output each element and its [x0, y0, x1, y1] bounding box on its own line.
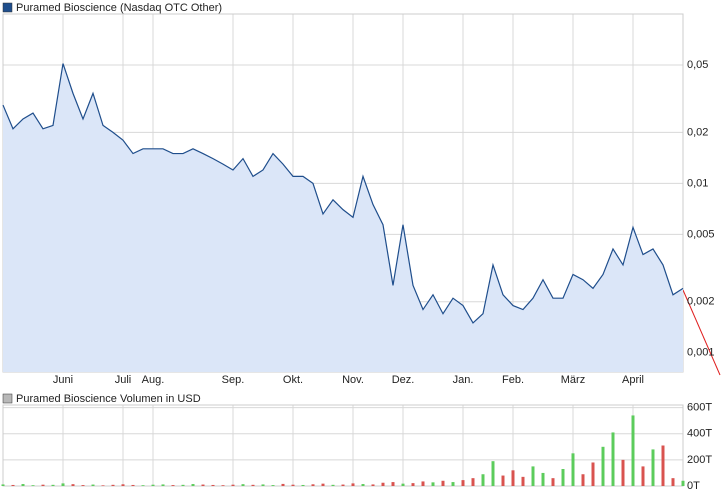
volume-bar	[101, 485, 105, 486]
volume-bar	[391, 482, 395, 486]
volume-bar	[451, 482, 455, 486]
x-tick-label: Dez.	[392, 374, 415, 386]
volume-bar	[341, 484, 345, 486]
x-tick-label: Jan.	[453, 374, 474, 386]
volume-bar	[361, 484, 365, 486]
volume-bar	[281, 483, 285, 486]
chart-title: Puramed Bioscience Volumen in USD	[16, 393, 201, 405]
y-tick-label: 600T	[687, 402, 712, 414]
legend-swatch	[2, 393, 13, 404]
plot-frame	[2, 404, 684, 487]
volume-bar	[581, 474, 585, 486]
volume-bar	[211, 484, 215, 486]
volume-bar	[381, 482, 385, 486]
volume-bar	[41, 484, 45, 486]
volume-bar	[411, 483, 415, 486]
volume-bar	[71, 484, 75, 486]
volume-bar	[401, 483, 405, 486]
volume-bar	[121, 484, 125, 486]
volume-bar	[321, 483, 325, 486]
volume-bar	[501, 475, 505, 486]
y-tick-label: 200T	[687, 454, 712, 466]
y-tick-label: 400T	[687, 428, 712, 440]
y-tick-label: 0,005	[687, 228, 715, 240]
volume-bar	[81, 485, 85, 486]
x-tick-label: April	[622, 374, 644, 386]
volume-bar	[231, 484, 235, 486]
volume-bar	[311, 484, 315, 486]
volume-bar	[641, 466, 645, 486]
volume-bar	[301, 484, 305, 486]
x-tick-label: Sep.	[222, 374, 245, 386]
volume-bar	[191, 484, 195, 486]
volume-bar	[601, 446, 605, 486]
volume-bar	[11, 484, 15, 486]
y-tick-label: 0T	[687, 480, 700, 492]
chart-title: Puramed Bioscience (Nasdaq OTC Other)	[16, 2, 222, 14]
volume-bar	[561, 469, 565, 486]
y-tick-label: 0,01	[687, 177, 708, 189]
volume-bar	[21, 484, 25, 486]
volume-bar	[621, 459, 625, 486]
volume-bar	[461, 480, 465, 486]
volume-bar	[491, 461, 495, 486]
volume-bar	[31, 485, 35, 486]
volume-bar	[241, 484, 245, 486]
volume-bar	[591, 462, 595, 486]
volume-bar	[161, 484, 165, 486]
volume-bar	[371, 484, 375, 486]
volume-bar	[681, 480, 685, 486]
volume-bar	[61, 483, 65, 486]
volume-bar	[651, 449, 655, 486]
area	[3, 63, 683, 373]
y-tick-label: 0,001	[687, 347, 715, 359]
volume-bar	[51, 484, 55, 486]
volume-bar	[471, 478, 475, 486]
volume-bar	[421, 481, 425, 486]
y-tick-label: 0,02	[687, 126, 708, 138]
volume-bar	[1, 484, 5, 486]
x-tick-label: Nov.	[342, 374, 364, 386]
volume-bar	[611, 432, 615, 486]
x-tick-label: März	[561, 374, 585, 386]
volume-bar	[111, 484, 115, 486]
volume-bar	[171, 485, 175, 486]
volume-bar	[631, 415, 635, 486]
legend-swatch	[2, 2, 13, 13]
volume-bar	[221, 485, 225, 486]
volume-bar	[571, 453, 575, 486]
trend-line	[682, 289, 721, 376]
volume-bar	[131, 484, 135, 486]
volume-bar	[521, 476, 525, 486]
volume-bar	[331, 484, 335, 486]
price-line	[2, 63, 684, 324]
volume-bar	[91, 484, 95, 486]
volume-bar	[151, 484, 155, 486]
volume-bar	[671, 478, 675, 486]
volume-bar	[181, 484, 185, 486]
x-tick-label: Aug.	[142, 374, 165, 386]
volume-bar	[351, 483, 355, 486]
x-tick-label: Juli	[115, 374, 132, 386]
volume-bar	[271, 485, 275, 486]
volume-bar	[511, 470, 515, 486]
volume-bar	[261, 484, 265, 486]
volume-bar	[441, 480, 445, 486]
volume-bar	[661, 445, 665, 486]
y-tick-label: 0,002	[687, 296, 715, 308]
x-tick-label: Okt.	[283, 374, 303, 386]
volume-bar	[201, 484, 205, 486]
volume-bar	[251, 484, 255, 486]
volume-bar	[291, 484, 295, 486]
x-tick-label: Juni	[53, 374, 73, 386]
y-tick-label: 0,05	[687, 59, 708, 71]
volume-bar	[141, 485, 145, 486]
volume-bar	[541, 472, 545, 486]
volume-bar	[551, 478, 555, 486]
volume-bar	[481, 474, 485, 486]
x-tick-label: Feb.	[502, 374, 524, 386]
volume-bar	[531, 466, 535, 486]
volume-bar	[431, 482, 435, 486]
